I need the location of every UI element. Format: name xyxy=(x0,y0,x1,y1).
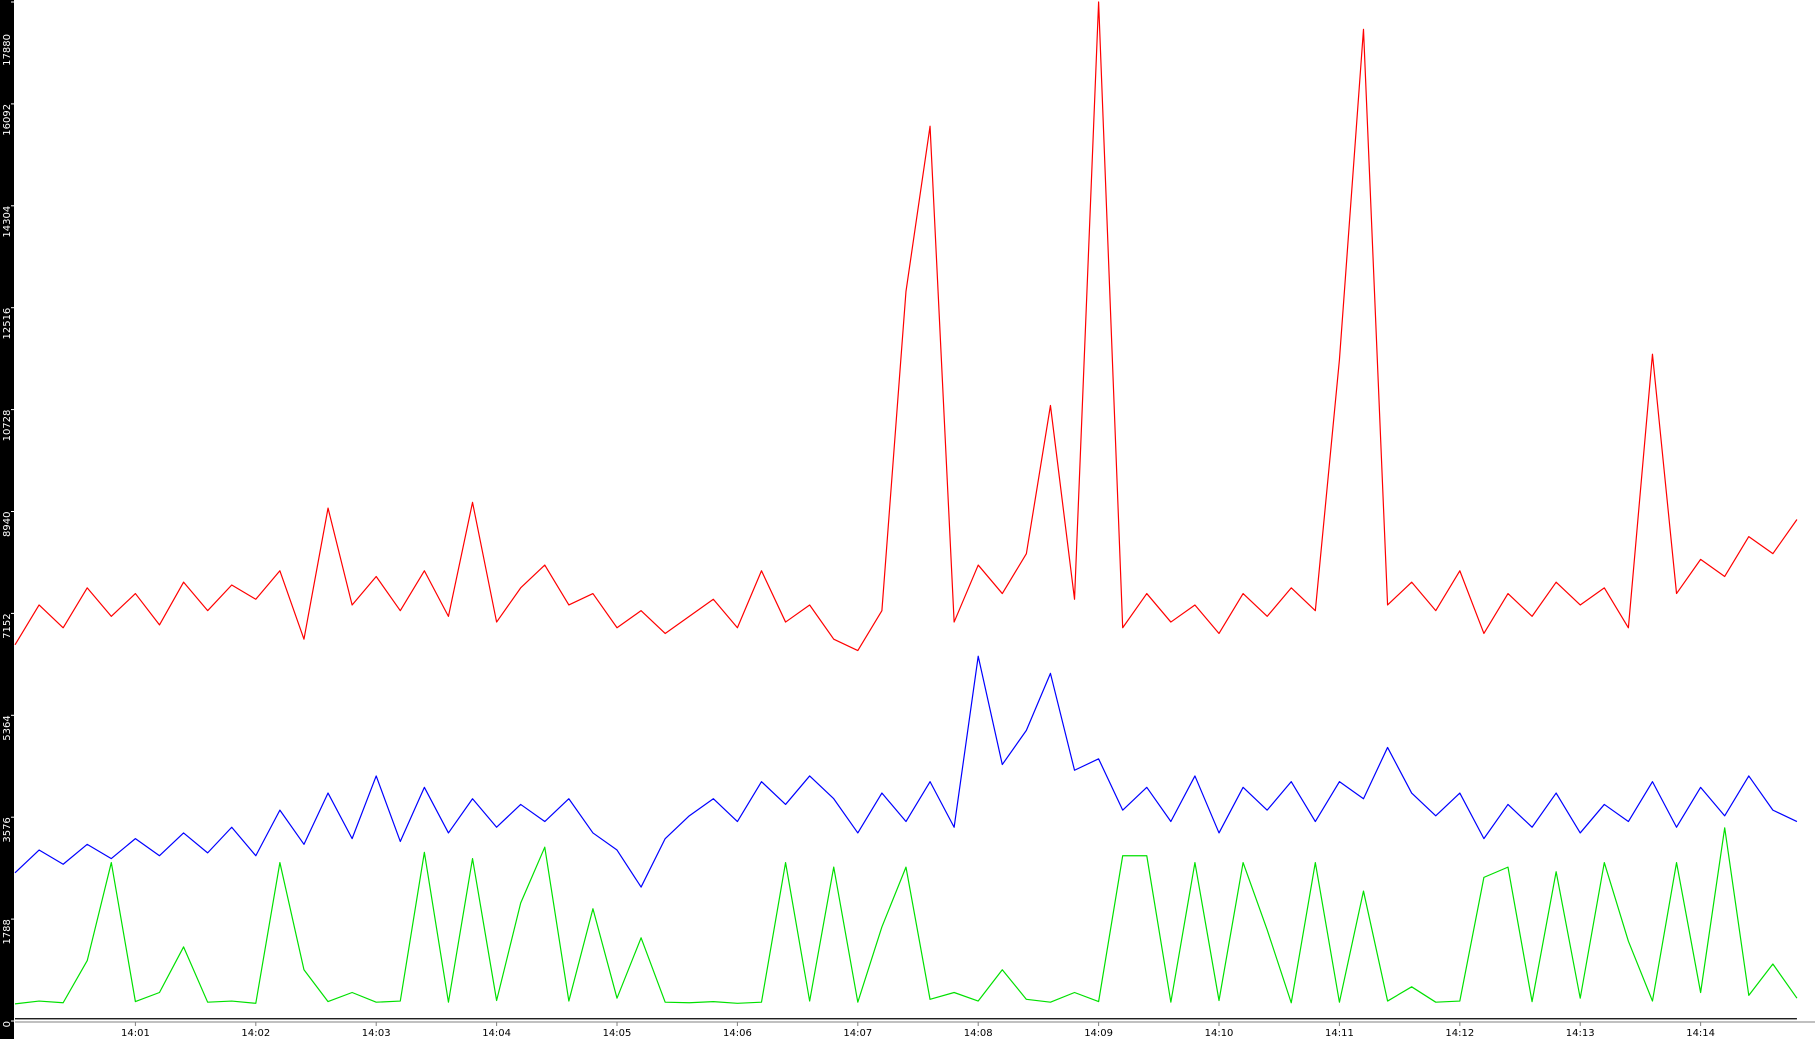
y-tick-label: 1788 xyxy=(2,919,13,944)
y-tick-label: 5364 xyxy=(2,715,13,740)
x-tick-label: 14:02 xyxy=(241,1028,270,1039)
y-tick-label: 7152 xyxy=(2,613,13,638)
y-tick-label: 3576 xyxy=(2,817,13,842)
series-line xyxy=(14,1,1798,652)
series-line xyxy=(14,827,1798,1005)
x-tick-label: 14:11 xyxy=(1325,1028,1354,1039)
x-tick-label: 14:13 xyxy=(1566,1028,1595,1039)
x-tick-label: 14:12 xyxy=(1445,1028,1474,1039)
x-tick-label: 14:10 xyxy=(1205,1028,1234,1039)
y-tick-label: 8940 xyxy=(2,512,13,537)
y-tick-label: 17880 xyxy=(2,34,13,66)
x-tick-label: 14:09 xyxy=(1084,1028,1113,1039)
x-tick-label: 14:08 xyxy=(964,1028,993,1039)
x-tick-label: 14:06 xyxy=(723,1028,752,1039)
y-tick-label: 12516 xyxy=(2,308,13,340)
x-tick-label: 14:07 xyxy=(843,1028,872,1039)
y-tick-label: 16092 xyxy=(2,104,13,136)
series-line xyxy=(14,655,1798,888)
y-axis-strip xyxy=(0,0,14,1039)
x-tick-label: 14:01 xyxy=(121,1028,150,1039)
y-tick-label: 10728 xyxy=(2,410,13,442)
y-tick-label: 14304 xyxy=(2,206,13,238)
x-tick-label: 14:03 xyxy=(362,1028,391,1039)
x-tick-label: 14:04 xyxy=(482,1028,511,1039)
x-tick-label: 14:05 xyxy=(603,1028,632,1039)
y-tick-label: 0 xyxy=(2,1021,13,1027)
x-tick-label: 14:14 xyxy=(1686,1028,1715,1039)
